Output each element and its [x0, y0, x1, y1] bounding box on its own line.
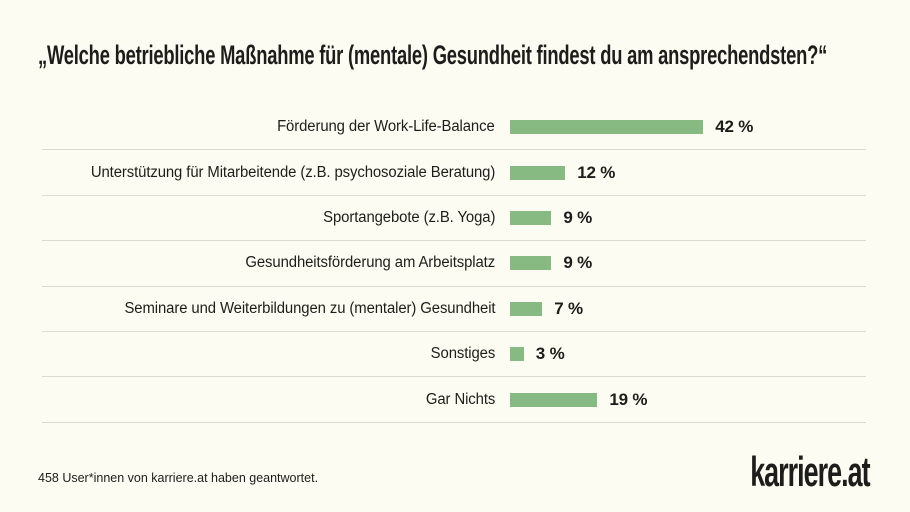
bar-area: 3 %	[510, 344, 565, 364]
category-label-cell: Unterstützung für Mitarbeitende (z.B. ps…	[42, 150, 495, 194]
value-label: 19 %	[609, 389, 648, 409]
bar-area: 9 %	[510, 208, 592, 228]
category-label-cell: Seminare und Weiterbildungen zu (mentale…	[42, 287, 495, 331]
chart-row: Sonstiges 3 %	[42, 332, 866, 378]
bar	[510, 165, 566, 180]
survey-sample-note: 458 User*innen von karriere.at haben gea…	[38, 471, 319, 485]
category-label: Sonstiges	[430, 345, 496, 363]
bar-area: 12 %	[510, 163, 615, 183]
category-label-cell: Sportangebote (z.B. Yoga)	[42, 196, 495, 240]
category-label-cell: Gesundheitsförderung am Arbeitsplatz	[42, 241, 495, 285]
value-label: 9 %	[563, 253, 593, 273]
value-label: 42 %	[715, 117, 754, 137]
chart-title: „Welche betriebliche Maßnahme für (menta…	[38, 40, 828, 70]
bar-area: 19 %	[510, 389, 648, 410]
bar	[510, 210, 552, 225]
chart-row: Gar Nichts 19 %	[42, 377, 866, 423]
category-label: Gar Nichts	[425, 390, 495, 408]
chart-row: Sportangebote (z.B. Yoga) 9 %	[42, 196, 866, 242]
category-label: Unterstützung für Mitarbeitende (z.B. ps…	[90, 163, 495, 181]
category-label-cell: Sonstiges	[42, 332, 496, 376]
bar-area: 42 %	[510, 117, 753, 137]
chart-row: Seminare und Weiterbildungen zu (mentale…	[42, 287, 866, 332]
value-label: 7 %	[554, 298, 583, 318]
bar	[510, 120, 704, 135]
category-label: Gesundheitsförderung am Arbeitsplatz	[245, 254, 495, 272]
category-label-cell: Gar Nichts	[42, 377, 495, 421]
category-label: Sportangebote (z.B. Yoga)	[322, 208, 495, 226]
chart-row: Gesundheitsförderung am Arbeitsplatz 9 %	[42, 241, 866, 287]
bar	[510, 301, 543, 316]
karriere-at-logo: karriere.at	[750, 448, 871, 495]
bar	[510, 256, 552, 271]
bar-chart: Förderung der Work-Life-Balance 42 % Unter…	[42, 105, 866, 423]
bar-area: 7 %	[510, 299, 583, 319]
category-label: Seminare und Weiterbildungen zu (mentale…	[124, 299, 495, 317]
value-label: 9 %	[563, 207, 593, 227]
category-label-cell: Förderung der Work-Life-Balance	[42, 105, 495, 149]
category-label: Förderung der Work-Life-Balance	[277, 118, 495, 136]
bar-area: 9 %	[510, 253, 592, 273]
bar	[510, 392, 598, 407]
chart-row: Förderung der Work-Life-Balance 42 %	[42, 105, 866, 151]
bar	[510, 347, 524, 362]
value-label: 3 %	[535, 344, 565, 364]
chart-row: Unterstützung für Mitarbeitende (z.B. ps…	[42, 150, 866, 196]
value-label: 12 %	[577, 162, 616, 182]
